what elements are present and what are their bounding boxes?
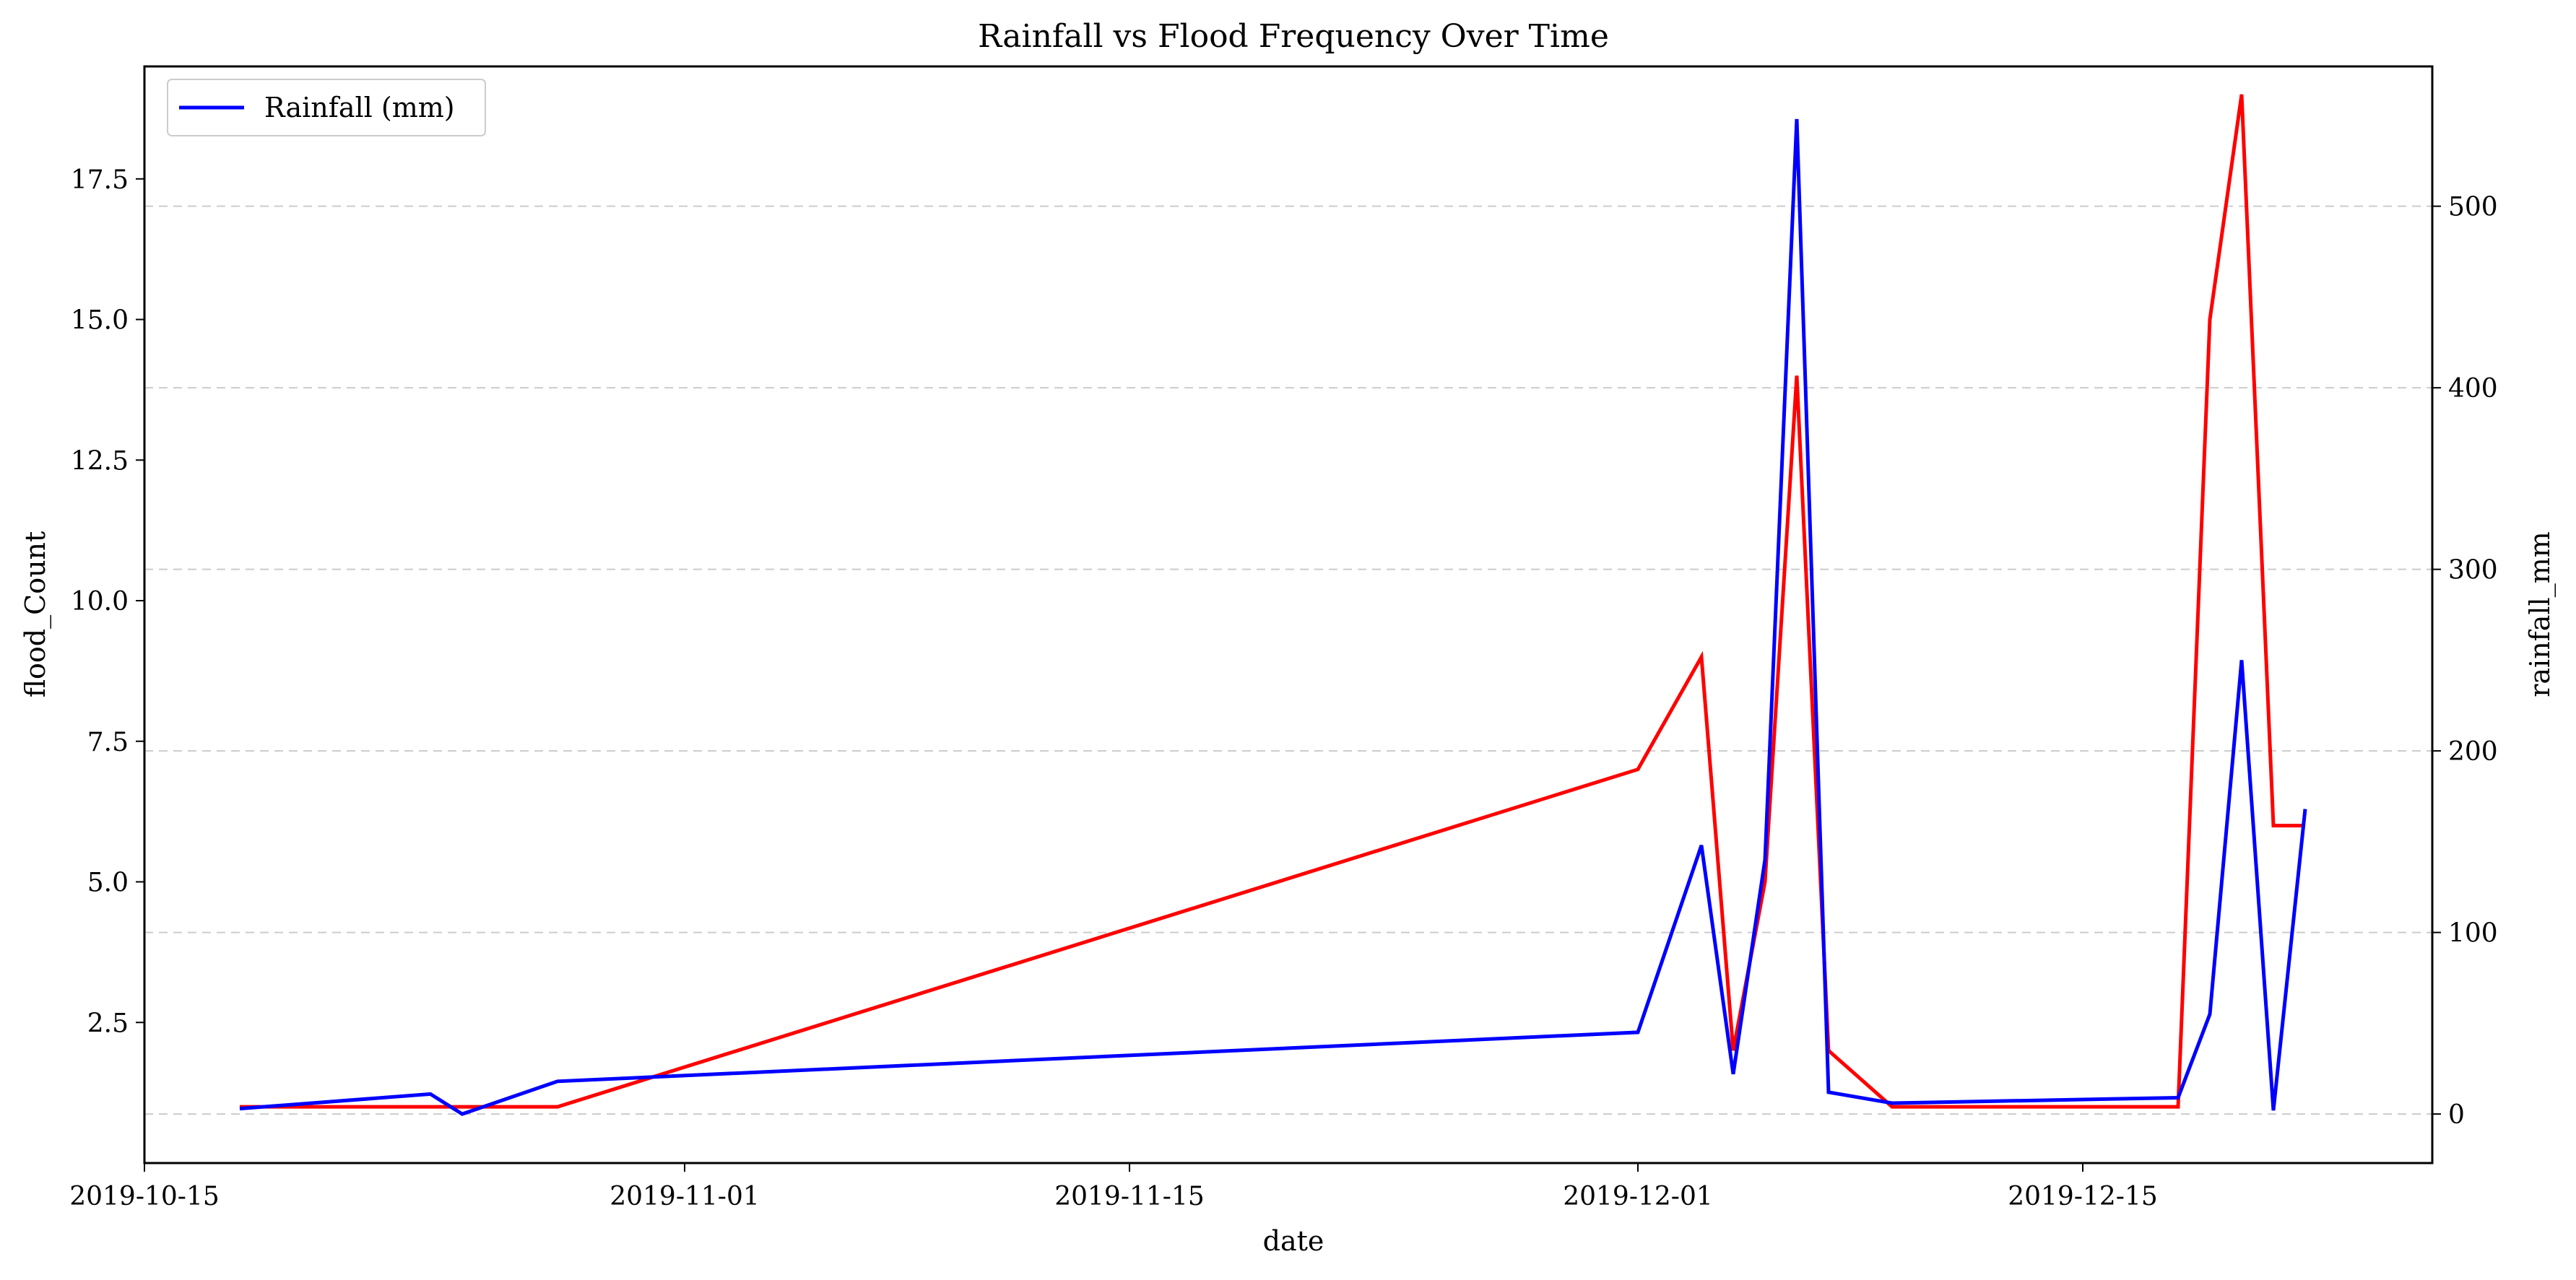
x-tick-label: 2019-10-15 xyxy=(69,1182,220,1211)
y-axis-left: 2.5 5.0 7.5 10.0 12.5 15.0 17.5 xyxy=(71,165,144,1038)
grid-layer xyxy=(144,205,2432,1115)
y-left-tick-label: 17.5 xyxy=(71,165,129,195)
x-tick-label: 2019-11-15 xyxy=(1054,1182,1205,1211)
x-axis: 2019-10-15 2019-11-01 2019-11-15 2019-12-01… xyxy=(69,1163,2158,1211)
x-axis-label: date xyxy=(1263,1225,1324,1257)
legend-box xyxy=(167,79,486,136)
y-left-tick-label: 15.0 xyxy=(71,306,129,336)
x-tick-label: 2019-12-01 xyxy=(1563,1182,1713,1211)
y-right-tick-label: 300 xyxy=(2448,556,2498,585)
legend: Rainfall (mm) xyxy=(167,79,486,136)
y-axis-right-label: rainfall_mm xyxy=(2524,531,2557,697)
y-left-tick-label: 12.5 xyxy=(71,446,129,476)
y-right-tick-label: 0 xyxy=(2448,1100,2465,1130)
y-left-tick-label: 10.0 xyxy=(71,587,129,617)
series-layer xyxy=(239,94,2307,1116)
y-left-tick-label: 5.0 xyxy=(87,868,129,898)
series-line-rainfall xyxy=(239,118,2307,1116)
y-left-tick-label: 7.5 xyxy=(87,728,129,757)
series-line-flood-count xyxy=(240,94,2305,1109)
legend-label-rainfall: Rainfall (mm) xyxy=(264,92,455,123)
x-tick-label: 2019-11-01 xyxy=(610,1182,760,1211)
x-tick-label: 2019-12-15 xyxy=(2008,1182,2158,1211)
plot-frame xyxy=(143,65,2434,1164)
y-axis-left-label: flood_Count xyxy=(19,531,52,698)
y-right-tick-label: 200 xyxy=(2448,737,2498,767)
chart-title: Rainfall vs Flood Frequency Over Time xyxy=(978,18,1609,55)
y-right-tick-label: 500 xyxy=(2448,193,2498,222)
y-right-tick-label: 100 xyxy=(2448,919,2498,949)
y-axis-right: 0 100 200 300 400 500 xyxy=(2432,193,2498,1130)
y-right-tick-label: 400 xyxy=(2448,374,2498,404)
y-left-tick-label: 2.5 xyxy=(87,1009,129,1038)
